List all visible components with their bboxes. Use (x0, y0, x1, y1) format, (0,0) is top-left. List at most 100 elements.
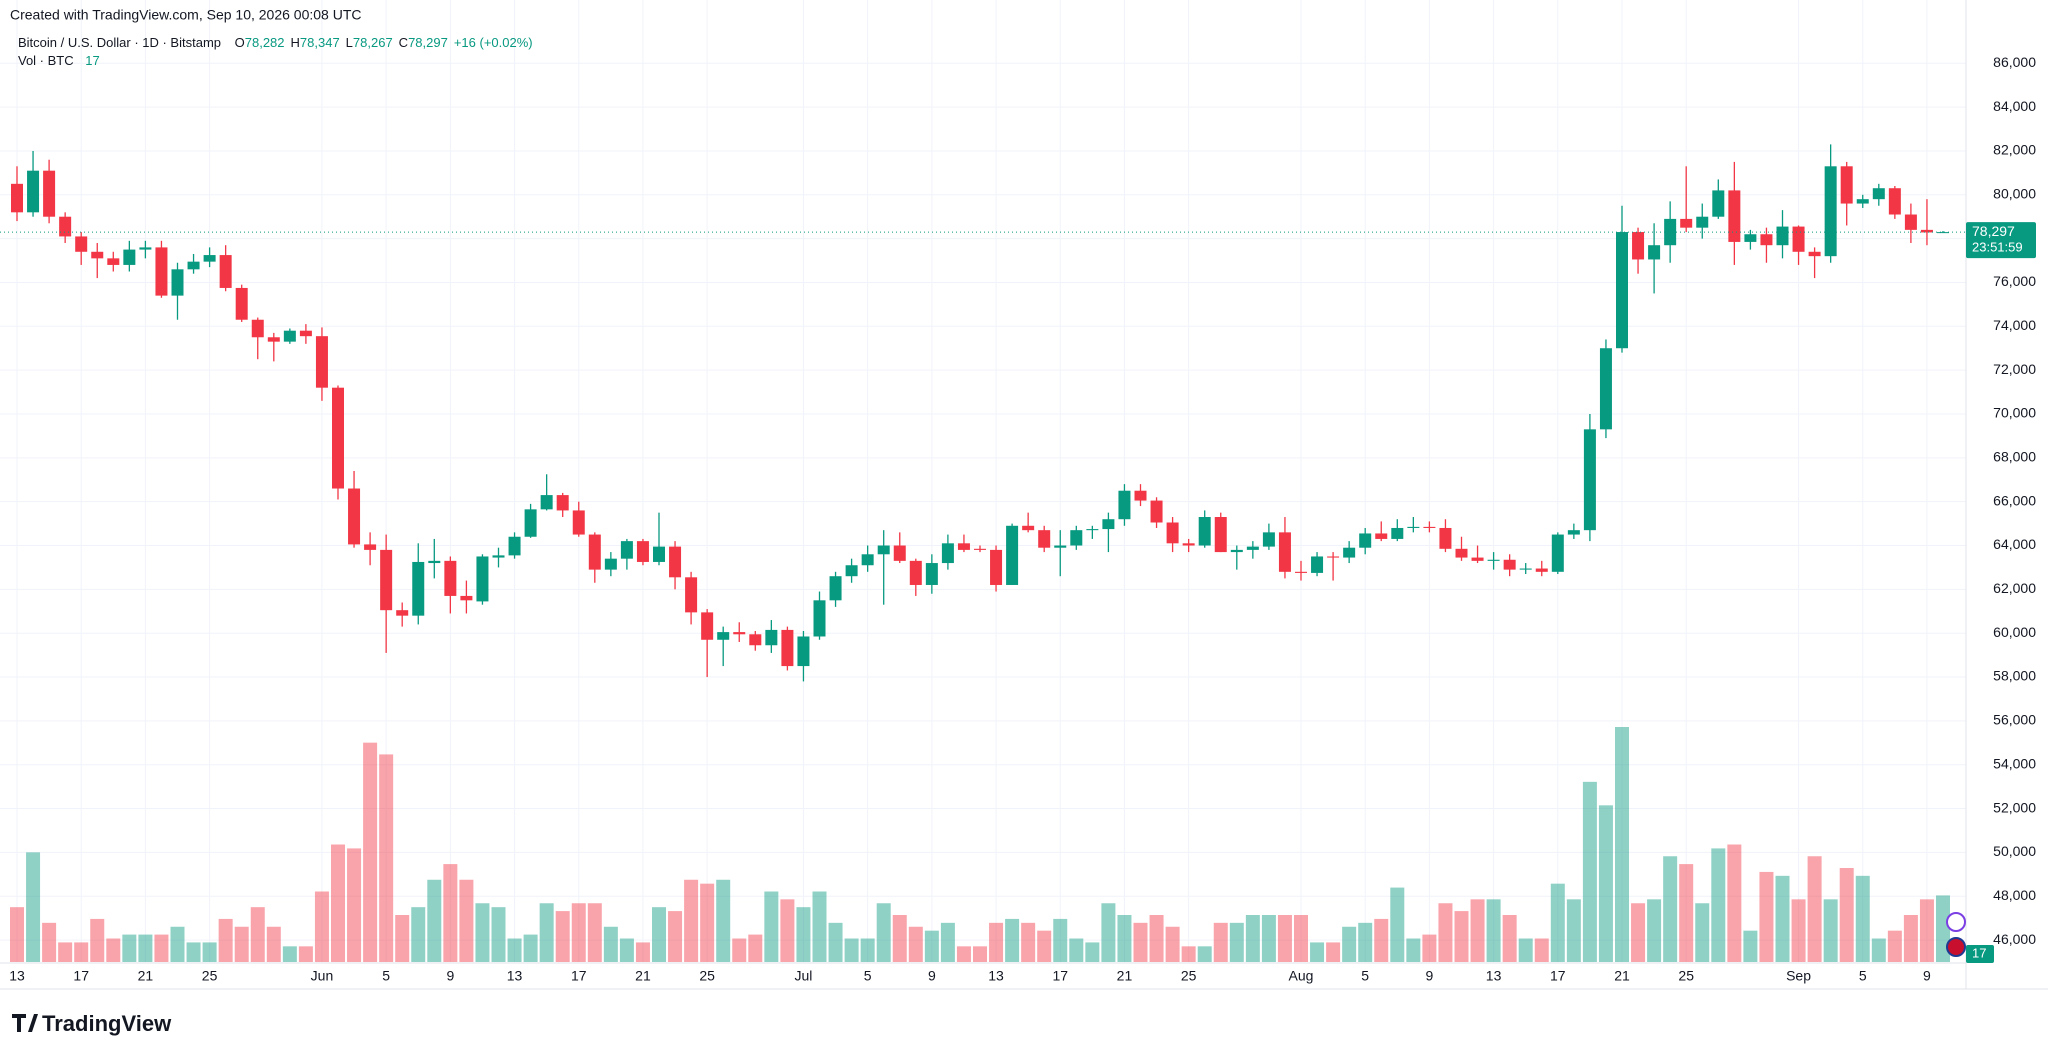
candle-body (1503, 559, 1516, 570)
candle-body (765, 629, 778, 646)
volume-bar (1181, 946, 1196, 962)
candle-body (1680, 218, 1693, 228)
volume-bar (122, 934, 137, 962)
brand: TradingView (42, 1011, 172, 1036)
ohlc-key: C (399, 35, 408, 50)
volume-bar (170, 926, 185, 962)
candle-body (1872, 188, 1885, 200)
y-tick-label: 80,000 (1993, 185, 2036, 201)
x-tick-label: 13 (507, 968, 523, 984)
ohlc-value: 78,347 (300, 35, 340, 50)
volume-bar (202, 942, 217, 962)
x-tick-label: Jun (311, 968, 334, 984)
y-tick-label: 86,000 (1993, 54, 2036, 70)
candle-body (572, 510, 585, 535)
x-tick-label: 13 (1486, 968, 1502, 984)
volume-bar (539, 903, 554, 962)
volume-bar (1101, 903, 1116, 962)
volume-bar (1358, 922, 1373, 962)
candle-body (1054, 545, 1067, 548)
x-tick-label: 9 (446, 968, 454, 984)
volume-bar (1149, 915, 1164, 962)
candle-body (380, 549, 393, 611)
volume-bar (507, 938, 522, 962)
candle-body (636, 541, 649, 562)
ohlc-key: O (235, 35, 245, 50)
volume-bar (1582, 781, 1597, 962)
volume-bar (1871, 938, 1886, 962)
volume-bar (619, 938, 634, 962)
candle-body (428, 560, 441, 564)
candle-body (1712, 190, 1725, 217)
candle-body (1423, 526, 1436, 528)
candle-body (1632, 232, 1645, 260)
volume-bar (1743, 930, 1758, 962)
x-tick-label: 21 (138, 968, 154, 984)
ohlc-key: H (291, 35, 300, 50)
volume-bar (314, 891, 329, 962)
volume-bar (635, 942, 650, 962)
candle-body (941, 543, 954, 564)
x-tick-label: 21 (1117, 968, 1133, 984)
candle-body (1599, 348, 1612, 430)
candle-body (588, 534, 601, 570)
y-tick-label: 46,000 (1993, 931, 2036, 947)
candle-body (829, 576, 842, 601)
volume-bar (1615, 727, 1629, 962)
candle-body (524, 509, 537, 537)
x-tick-label: 17 (1052, 968, 1068, 984)
candle-body (1583, 429, 1596, 531)
volume-bar (908, 926, 923, 962)
volume-bar (876, 903, 891, 962)
volume-bar (956, 946, 971, 962)
volume-bar (1294, 915, 1308, 962)
flag-icon[interactable] (1946, 937, 1966, 957)
candle-body (91, 251, 104, 259)
y-tick-label: 72,000 (1993, 361, 2036, 377)
volume-bar (298, 946, 313, 962)
x-tick-label: 25 (1678, 968, 1694, 984)
y-tick-label: 64,000 (1993, 536, 2036, 552)
volume-bar (716, 879, 731, 962)
volume-bar (411, 907, 426, 962)
assistant-icon[interactable] (1946, 912, 1966, 932)
volume-bar (1791, 899, 1806, 962)
corner-icons (1946, 912, 1966, 957)
volume-pane (10, 727, 1950, 962)
grid (0, 0, 1966, 962)
volume-bar (363, 742, 378, 962)
candle-body (203, 255, 216, 262)
volume-bar (587, 903, 602, 962)
candle-body (139, 247, 152, 250)
candle-body (444, 560, 457, 596)
candle-body (1246, 546, 1259, 550)
volume-bar (1887, 930, 1902, 962)
candle-body (1551, 534, 1564, 572)
candle-body (1648, 245, 1661, 260)
volume-bar (652, 907, 666, 962)
volume-bar (796, 907, 811, 962)
candle-body (717, 632, 730, 640)
volume-bar (1823, 899, 1838, 962)
candle-body (813, 600, 826, 637)
candle-body (283, 330, 296, 342)
candle-body (845, 565, 858, 577)
volume-bar (1133, 922, 1148, 962)
y-tick-label: 50,000 (1993, 843, 2036, 859)
candles (11, 144, 1949, 682)
volume-bar (1261, 915, 1276, 962)
volume-bar (1919, 899, 1934, 962)
volume-bar (860, 938, 875, 962)
candle-body (1567, 530, 1580, 535)
candle-body (476, 556, 489, 602)
candle-body (877, 545, 890, 555)
volume-bar (331, 844, 345, 962)
volume-bar (571, 903, 586, 962)
x-tick-label: Aug (1289, 968, 1314, 984)
candle-body (749, 634, 762, 646)
volume-bar (90, 918, 105, 962)
candle-body (1808, 251, 1821, 257)
volume-bar (74, 942, 89, 962)
volume-bar (250, 907, 265, 962)
x-tick-label: 9 (1923, 968, 1931, 984)
